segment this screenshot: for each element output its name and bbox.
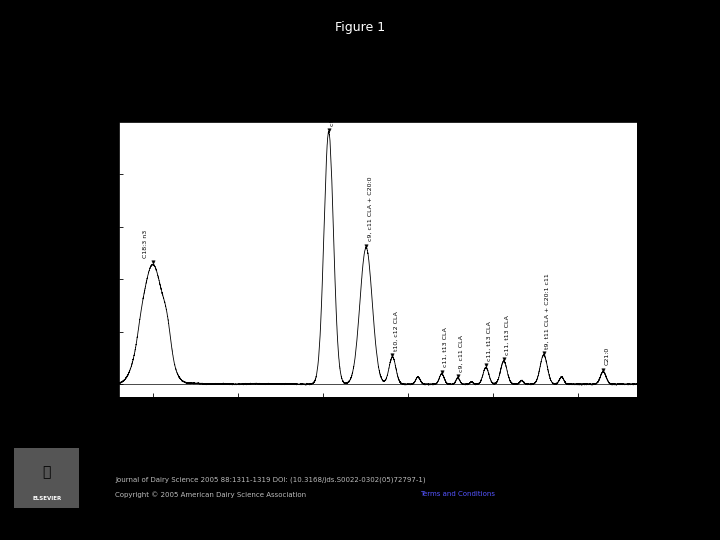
Text: c9, c11 CLA: c9, c11 CLA <box>459 335 464 372</box>
Text: c11, t13 CLA: c11, t13 CLA <box>487 321 492 361</box>
Text: t10, c12 CLA: t10, c12 CLA <box>394 311 399 350</box>
Text: Journal of Dairy Science 2005 88:1311-1319 DOI: (10.3168/jds.S0022-0302(05)72797: Journal of Dairy Science 2005 88:1311-13… <box>115 476 426 483</box>
Text: ELSEVIER: ELSEVIER <box>32 496 61 501</box>
Text: C18:3 n3: C18:3 n3 <box>143 230 148 258</box>
Text: Terms and Conditions: Terms and Conditions <box>420 491 495 497</box>
Text: C21:0: C21:0 <box>604 347 609 366</box>
Text: 🌳: 🌳 <box>42 465 51 479</box>
Y-axis label: mV: mV <box>84 251 94 267</box>
Text: c9, c11 CLA + C20:0: c9, c11 CLA + C20:0 <box>367 177 372 241</box>
Text: t9, t11 CLA + C20:1 c11: t9, t11 CLA + C20:1 c11 <box>545 273 550 348</box>
Text: c9, t11 + t8,c10 CLA: c9, t11 + t8,c10 CLA <box>330 61 335 126</box>
X-axis label: Min: Min <box>369 414 387 423</box>
Text: c11, t13 CLA: c11, t13 CLA <box>505 315 510 355</box>
Text: c11, t13 CLA: c11, t13 CLA <box>443 328 448 367</box>
Text: Copyright © 2005 American Dairy Science Association: Copyright © 2005 American Dairy Science … <box>115 491 309 498</box>
Text: Figure 1: Figure 1 <box>335 21 385 33</box>
